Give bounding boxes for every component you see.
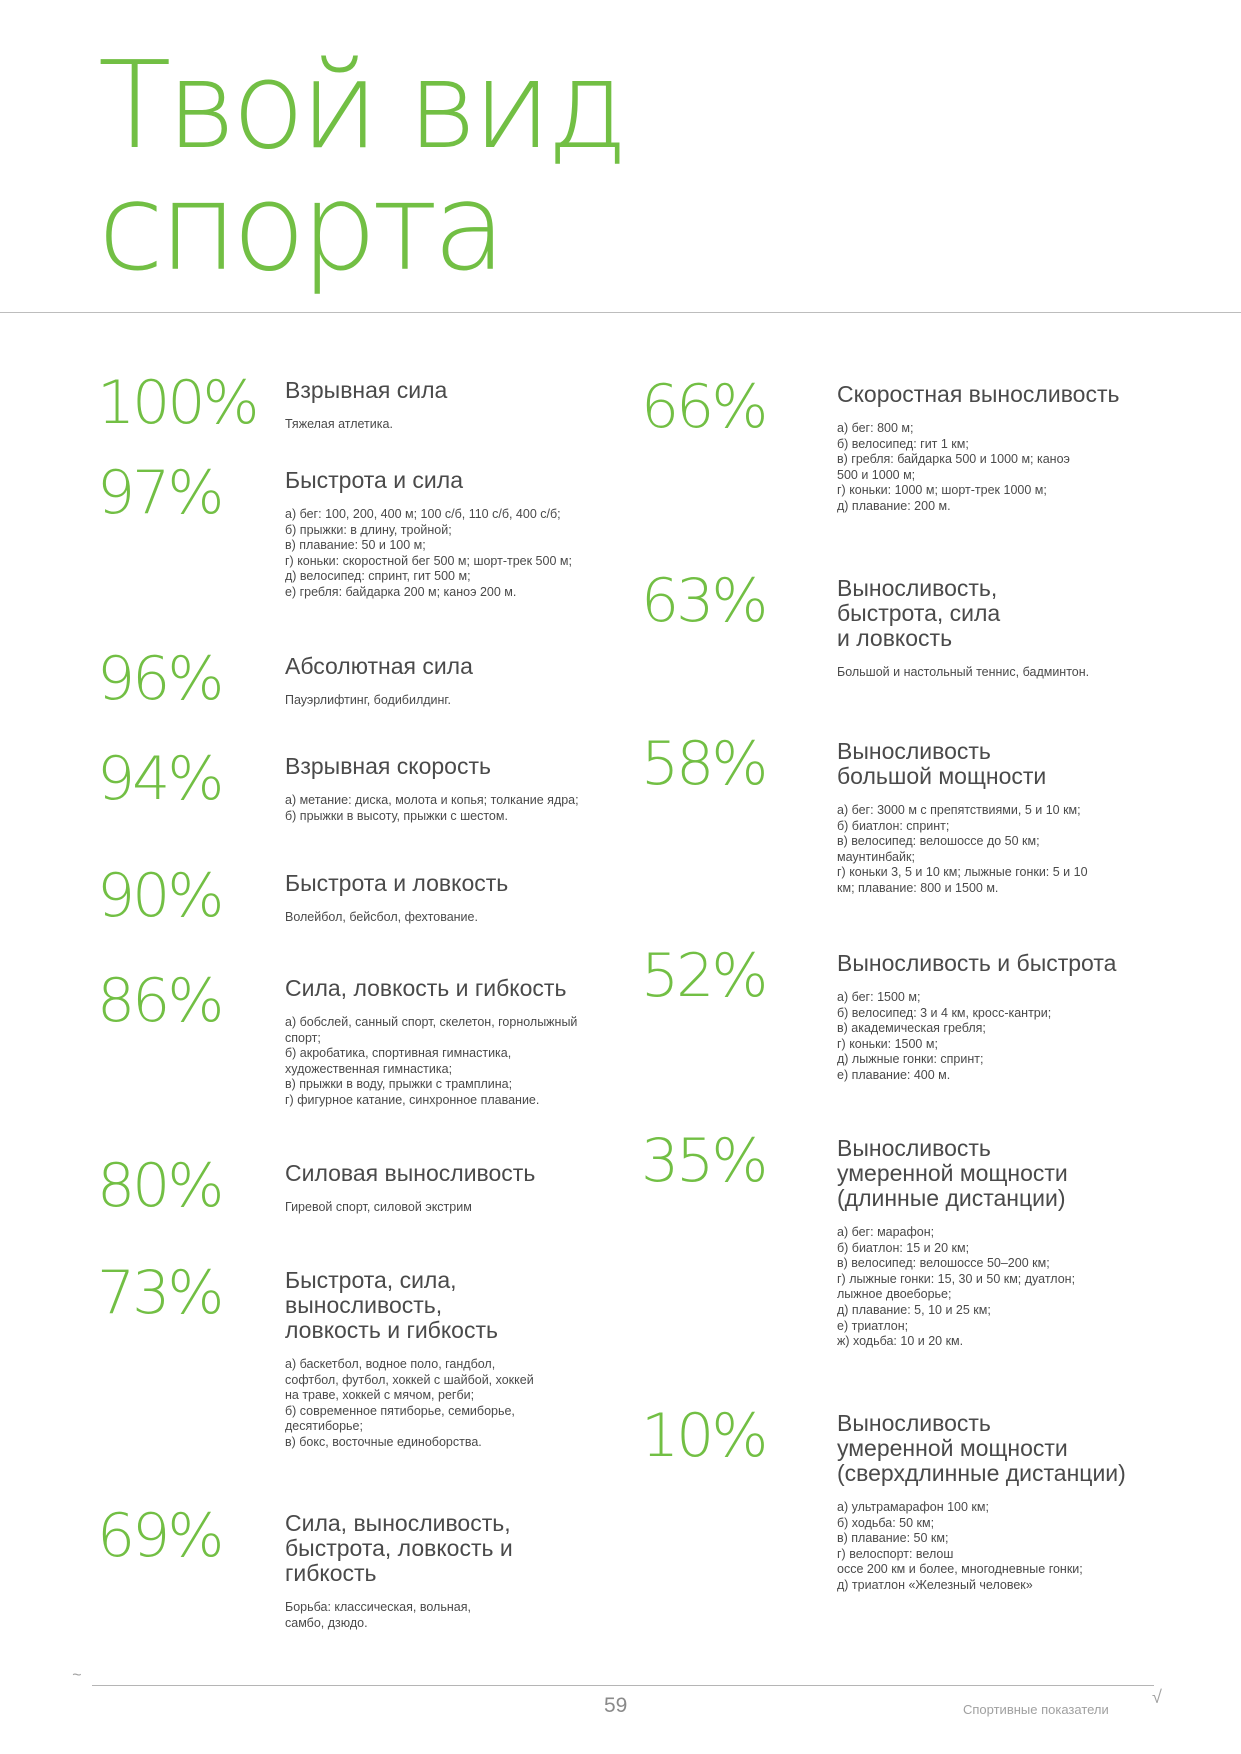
divider: [0, 312, 1241, 313]
item-title: Быстрота и ловкость: [285, 870, 509, 896]
item-title: Выносливость и быстрота: [837, 950, 1117, 976]
percentage: 73%: [97, 1258, 224, 1328]
page-title: Твой вид спорта: [98, 37, 628, 298]
item-description: а) бег: 1500 м; б) велосипед: 3 и 4 км, …: [837, 990, 1052, 1082]
item-title: Выносливость умеренной мощности (сверхдл…: [837, 1410, 1126, 1486]
item-title: Выносливость, быстрота, сила и ловкость: [837, 575, 1001, 651]
item-description: Тяжелая атлетика.: [285, 417, 393, 431]
percentage: 66%: [641, 372, 768, 442]
percentage: 86%: [97, 966, 224, 1036]
percentage: 52%: [641, 941, 768, 1011]
item-description: Большой и настольный теннис, бадминтон.: [837, 665, 1090, 679]
percentage: 80%: [97, 1151, 224, 1221]
percentage: 58%: [641, 729, 768, 799]
item-description: а) ультрамарафон 100 км; б) ходьба: 50 к…: [837, 1500, 1083, 1592]
percentage: 90%: [97, 861, 224, 931]
percentage: 10%: [641, 1401, 768, 1471]
item-description: а) бег: марафон; б) биатлон: 15 и 20 км;…: [837, 1225, 1076, 1349]
item-title: Выносливость умеренной мощности (длинные…: [837, 1135, 1068, 1211]
item-title: Быстрота, сила, выносливость, ловкость и…: [285, 1267, 498, 1343]
item-description: а) бег: 3000 м с препятствиями, 5 и 10 к…: [837, 803, 1088, 895]
footer-flourish-right: √: [1152, 1687, 1162, 1707]
percentage: 96%: [97, 644, 224, 714]
item-title: Взрывная сила: [285, 377, 448, 403]
percentage: 97%: [97, 458, 224, 528]
item-title: Скоростная выносливость: [837, 381, 1120, 407]
item-description: а) бег: 100, 200, 400 м; 100 с/б, 110 с/…: [285, 507, 572, 599]
percentage: 94%: [97, 744, 224, 814]
page-number: 59: [604, 1694, 628, 1717]
item-description: а) метание: диска, молота и копья; толка…: [285, 793, 579, 823]
item-description: а) бобслей, санный спорт, скелетон, горн…: [285, 1015, 578, 1107]
percentage: 35%: [641, 1126, 768, 1196]
item-title: Выносливость большой мощности: [837, 738, 1047, 789]
item-title: Взрывная скорость: [285, 753, 491, 779]
item-title: Сила, выносливость, быстрота, ловкость и…: [285, 1510, 513, 1586]
item-title: Абсолютная сила: [285, 653, 473, 679]
footer-divider: [92, 1685, 1154, 1686]
item-description: а) баскетбол, водное поло, гандбол, софт…: [285, 1357, 534, 1449]
percentage: 100%: [97, 368, 260, 438]
item-description: Борьба: классическая, вольная, самбо, дз…: [285, 1600, 471, 1630]
item-description: Волейбол, бейсбол, фехтование.: [285, 910, 478, 924]
section-name: Спортивные показатели: [963, 1702, 1109, 1717]
title-line-1: Твой вид: [98, 37, 628, 176]
footer-flourish-left: ~: [72, 1667, 82, 1684]
item-title: Силовая выносливость: [285, 1160, 536, 1186]
item-title: Быстрота и сила: [285, 467, 463, 493]
item-title: Сила, ловкость и гибкость: [285, 975, 567, 1001]
item-description: Пауэрлифтинг, бодибилдинг.: [285, 693, 451, 707]
percentage: 63%: [641, 566, 768, 636]
item-description: а) бег: 800 м; б) велосипед: гит 1 км; в…: [837, 421, 1070, 513]
percentage: 69%: [97, 1501, 224, 1571]
item-description: Гиревой спорт, силовой экстрим: [285, 1200, 472, 1214]
title-line-2: спорта: [98, 159, 506, 298]
